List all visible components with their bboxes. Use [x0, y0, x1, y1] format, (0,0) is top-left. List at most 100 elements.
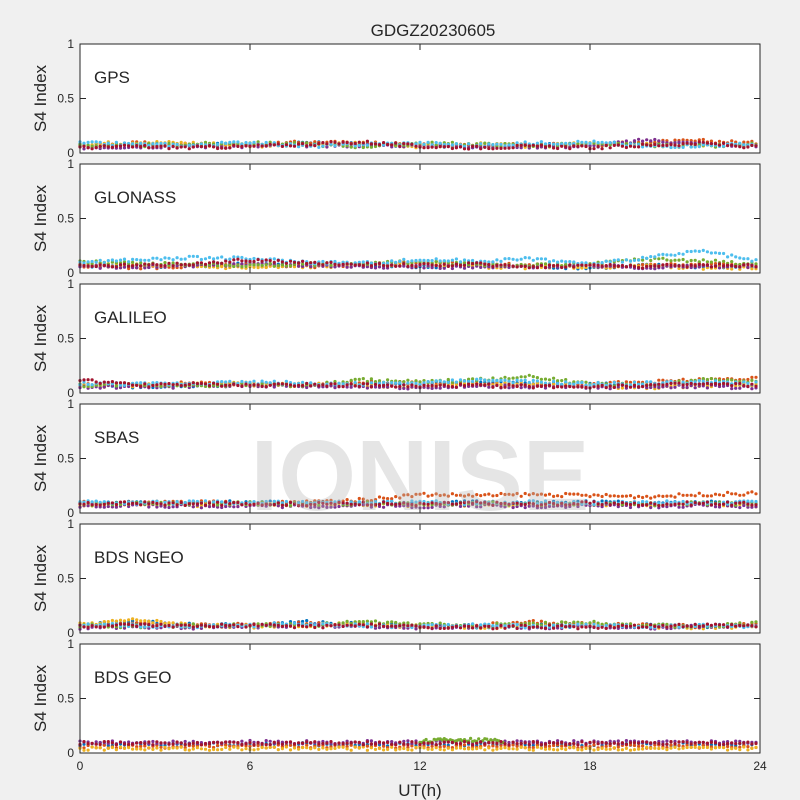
data-point: [106, 264, 110, 268]
data-point: [467, 382, 471, 386]
axes-background: [80, 284, 760, 393]
panel-label: GALILEO: [94, 308, 167, 327]
data-point: [430, 263, 434, 267]
data-point: [754, 492, 758, 496]
data-point: [369, 264, 373, 268]
data-point: [653, 502, 657, 506]
data-point: [276, 382, 280, 386]
data-point: [612, 494, 616, 498]
data-point: [454, 146, 458, 150]
data-point: [701, 143, 705, 147]
data-point: [203, 145, 208, 149]
data-point: [309, 381, 313, 385]
data-point: [454, 262, 458, 266]
data-point: [406, 385, 410, 389]
data-point: [677, 264, 681, 268]
data-point: [147, 263, 151, 267]
data-point: [734, 264, 738, 269]
data-point: [102, 380, 106, 384]
data-point: [539, 384, 544, 388]
data-point: [212, 381, 216, 385]
data-point: [341, 140, 345, 144]
data-point: [592, 147, 596, 151]
data-point: [705, 494, 710, 498]
data-point: [236, 383, 240, 388]
data-point: [730, 387, 734, 391]
data-point: [458, 382, 463, 386]
data-point: [604, 386, 608, 390]
data-point: [224, 263, 228, 267]
data-point: [523, 375, 527, 379]
data-point: [673, 143, 677, 147]
data-point: [147, 505, 151, 509]
data-point: [139, 141, 143, 145]
data-point: [624, 139, 629, 143]
data-point: [329, 263, 333, 267]
data-point: [252, 263, 256, 267]
axes-background: [80, 44, 760, 153]
data-point: [462, 258, 467, 262]
data-point: [681, 502, 685, 506]
data-point: [369, 385, 373, 389]
data-point: [685, 141, 689, 145]
data-point: [244, 264, 248, 268]
data-point: [175, 382, 179, 386]
data-point: [519, 383, 523, 387]
data-point: [503, 144, 507, 148]
data-point: [216, 382, 220, 386]
data-point: [515, 258, 519, 262]
data-point: [398, 264, 402, 268]
data-point: [693, 386, 697, 390]
data-point: [507, 263, 511, 267]
data-point: [264, 140, 268, 145]
data-point: [697, 502, 701, 506]
data-point: [414, 258, 418, 263]
data-point: [628, 259, 633, 263]
data-point: [620, 144, 625, 148]
data-point: [454, 142, 458, 146]
data-point: [232, 258, 236, 262]
data-point: [203, 382, 208, 386]
data-point: [167, 256, 171, 260]
data-point: [426, 140, 430, 144]
data-point: [434, 257, 438, 261]
data-point: [220, 380, 224, 384]
data-point: [717, 493, 722, 497]
data-point: [560, 142, 564, 146]
data-point: [681, 499, 685, 504]
data-point: [139, 503, 143, 507]
data-point: [305, 619, 309, 623]
data-point: [171, 144, 175, 148]
data-point: [754, 144, 758, 148]
data-point: [122, 381, 127, 385]
data-point: [709, 251, 714, 255]
y-tick-label: 1: [67, 277, 74, 291]
data-point: [414, 381, 418, 385]
data-point: [333, 144, 337, 148]
data-point: [539, 380, 544, 384]
data-point: [349, 385, 353, 389]
data-point: [624, 142, 629, 146]
data-point: [726, 255, 730, 259]
y-axis-label: S4 Index: [31, 184, 50, 252]
data-point: [483, 141, 487, 145]
data-point: [256, 263, 260, 267]
data-point: [353, 263, 357, 267]
data-point: [325, 145, 329, 149]
data-point: [535, 384, 540, 388]
data-point: [673, 253, 677, 257]
data-point: [499, 259, 503, 263]
data-point: [734, 140, 738, 144]
data-point: [519, 146, 523, 150]
data-point: [547, 378, 552, 382]
data-point: [288, 259, 293, 263]
data-point: [155, 142, 159, 146]
data-point: [418, 258, 422, 262]
data-point: [730, 260, 734, 264]
data-point: [106, 501, 110, 505]
data-point: [167, 505, 171, 510]
data-point: [252, 383, 256, 387]
data-point: [600, 494, 604, 499]
